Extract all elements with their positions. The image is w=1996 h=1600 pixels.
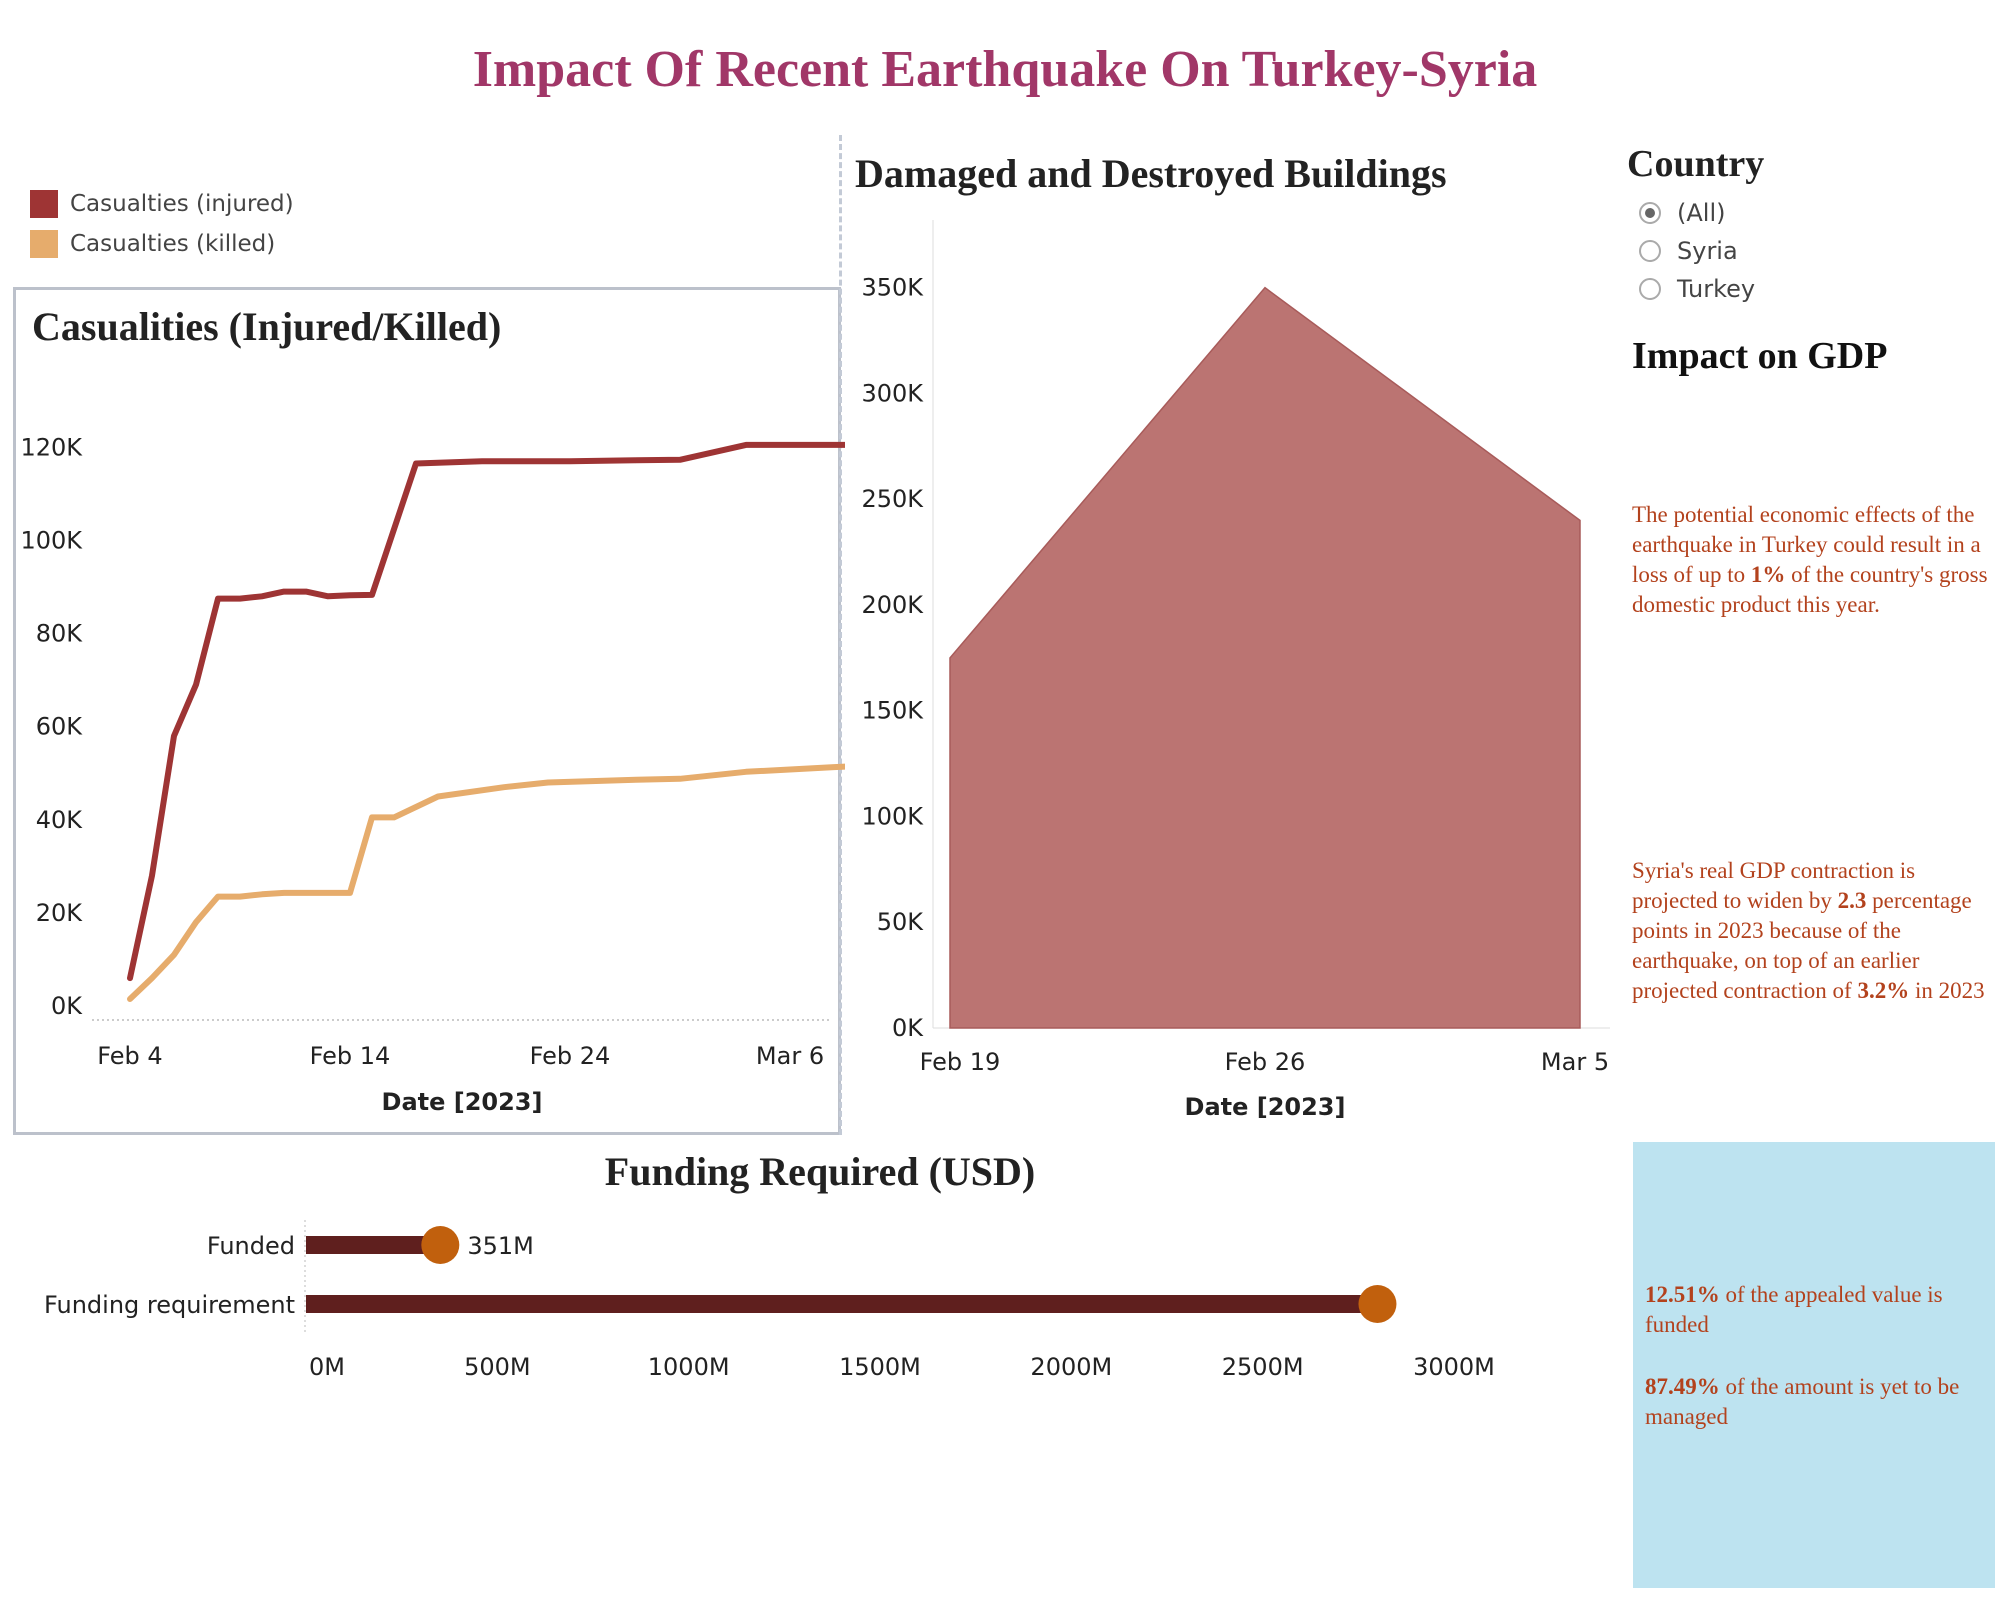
cas-y-tick-label: 0K <box>51 992 83 1020</box>
fund-x-tick-label: 2000M <box>1030 1353 1112 1381</box>
panel-divider <box>839 135 842 1135</box>
funded-text: of the appealed value is funded <box>1645 1282 1943 1337</box>
radio-label-turkey: Turkey <box>1677 275 1756 303</box>
radio-label-all: (All) <box>1677 199 1726 227</box>
funding-bar-chart: Funded 351M Funding requirement 0M 500M 1000M… <box>44 1220 1495 1381</box>
buildings-panel-title: Damaged and Destroyed Buildings <box>855 151 1447 196</box>
fund-x-tick-label: 2500M <box>1222 1353 1304 1381</box>
funded-summary: 12.51% of the appealed value is funded <box>1645 1280 1985 1340</box>
casualties-legend: Casualties (injured) Casualties (killed) <box>30 184 294 264</box>
bld-y-tick-label: 0K <box>892 1014 924 1042</box>
fund-x-tick-label: 1000M <box>648 1353 730 1381</box>
gdp-title: Impact on GDP <box>1632 335 1888 377</box>
gdp-turkey-text: The potential economic effects of the ea… <box>1632 500 1992 620</box>
legend-item-killed[interactable]: Casualties (killed) <box>30 224 294 264</box>
bld-y-tick-label: 100K <box>861 802 924 830</box>
cas-y-tick-label: 80K <box>36 620 84 648</box>
casualties-line-chart: 0K 20K 40K 60K 80K 100K 120K Feb 4 Feb 14 Feb 24 M… <box>20 433 845 1116</box>
fund-category-label: Funded <box>207 1232 295 1260</box>
gdp-turkey-text-1: The potential economic effects of the ea… <box>1632 502 1981 587</box>
radio-label-syria: Syria <box>1677 237 1738 265</box>
casualties-panel-title: Casualities (Injured/Killed) <box>32 304 502 349</box>
funded-pct: 12.51% <box>1645 1282 1720 1307</box>
country-filter: Country (All) Syria Turkey <box>1627 142 1764 308</box>
radio-option-syria[interactable]: Syria <box>1627 232 1764 270</box>
legend-label-killed: Casualties (killed) <box>70 231 276 257</box>
cas-y-tick-label: 100K <box>20 526 83 554</box>
gdp-syria-highlight-1: 2.3 <box>1837 888 1867 913</box>
remaining-summary: 87.49% of the amount is yet to be manage… <box>1645 1372 1985 1432</box>
bld-x-tick-label: Feb 19 <box>920 1048 1001 1076</box>
radio-button-turkey[interactable] <box>1639 278 1661 300</box>
legend-item-injured[interactable]: Casualties (injured) <box>30 184 294 224</box>
bld-y-tick-label: 350K <box>861 274 924 302</box>
cas-x-tick-label: Feb 4 <box>97 1042 162 1070</box>
bld-x-tick-label: Feb 26 <box>1225 1048 1306 1076</box>
funding-summary-box: 12.51% of the appealed value is funded 8… <box>1633 1142 1995 1588</box>
gdp-syria-text-3: in 2023 <box>1909 978 1985 1003</box>
buildings-area-chart: 0K 50K 100K 150K 200K 250K 300K 350K Feb 19 Feb 2… <box>861 220 1610 1121</box>
fund-x-tick-label: 1500M <box>839 1353 921 1381</box>
fund-dot[interactable] <box>421 1226 460 1264</box>
fund-data-label: 351M <box>467 1232 534 1260</box>
series-line-killed[interactable] <box>127 763 845 1002</box>
bld-y-tick-label: 150K <box>861 697 924 725</box>
bld-y-tick-label: 200K <box>861 591 924 619</box>
cas-y-tick-label: 60K <box>36 713 84 741</box>
cas-y-tick-label: 120K <box>20 433 83 461</box>
buildings-area[interactable] <box>949 286 1581 1029</box>
fund-bar[interactable] <box>306 1295 1378 1313</box>
gdp-syria-text: Syria's real GDP contraction is projecte… <box>1632 856 1992 1006</box>
gdp-syria-text-1: Syria's real GDP contraction is projecte… <box>1632 858 1916 913</box>
remaining-pct: 87.49% <box>1645 1374 1720 1399</box>
country-filter-title: Country <box>1627 143 1765 185</box>
fund-category-label: Funding requirement <box>44 1291 295 1319</box>
bld-x-axis-title: Date [2023] <box>1185 1093 1346 1121</box>
remaining-text: of the amount is yet to be managed <box>1645 1374 1960 1429</box>
cas-x-tick-label: Feb 24 <box>530 1042 611 1070</box>
bld-y-tick-label: 50K <box>877 908 925 936</box>
fund-dot[interactable] <box>1358 1285 1397 1323</box>
cas-y-tick-label: 40K <box>36 806 84 834</box>
radio-button-all[interactable] <box>1639 202 1661 224</box>
gdp-turkey-highlight: 1% <box>1750 562 1786 587</box>
radio-option-all[interactable]: (All) <box>1627 194 1764 232</box>
cas-x-tick-label: Mar 6 <box>756 1042 824 1070</box>
bld-y-tick-label: 250K <box>861 485 924 513</box>
radio-option-turkey[interactable]: Turkey <box>1627 270 1764 308</box>
cas-y-tick-label: 20K <box>36 899 84 927</box>
radio-button-syria[interactable] <box>1639 240 1661 262</box>
cas-x-tick-label: Feb 14 <box>310 1042 391 1070</box>
funding-panel-title: Funding Required (USD) <box>604 1149 1036 1194</box>
gdp-syria-highlight-2: 3.2% <box>1857 978 1910 1003</box>
fund-x-tick-label: 3000M <box>1413 1353 1495 1381</box>
dashboard-title: Impact Of Recent Earthquake On Turkey-Sy… <box>472 41 1538 98</box>
gdp-syria-text-2: percentage points in 2023 because of the… <box>1632 888 1972 1003</box>
series-line-injured[interactable] <box>127 441 845 982</box>
bld-x-tick-label: Mar 5 <box>1541 1048 1609 1076</box>
fund-x-tick-label: 500M <box>464 1353 531 1381</box>
cas-x-axis-title: Date [2023] <box>382 1088 543 1116</box>
gdp-turkey-text-2: of the country's gross domestic product … <box>1632 562 1988 617</box>
legend-label-injured: Casualties (injured) <box>70 191 294 217</box>
bld-y-tick-label: 300K <box>861 379 924 407</box>
legend-swatch-killed <box>30 230 58 258</box>
legend-swatch-injured <box>30 190 58 218</box>
fund-bar[interactable] <box>306 1236 441 1254</box>
fund-x-tick-label: 0M <box>309 1353 345 1381</box>
